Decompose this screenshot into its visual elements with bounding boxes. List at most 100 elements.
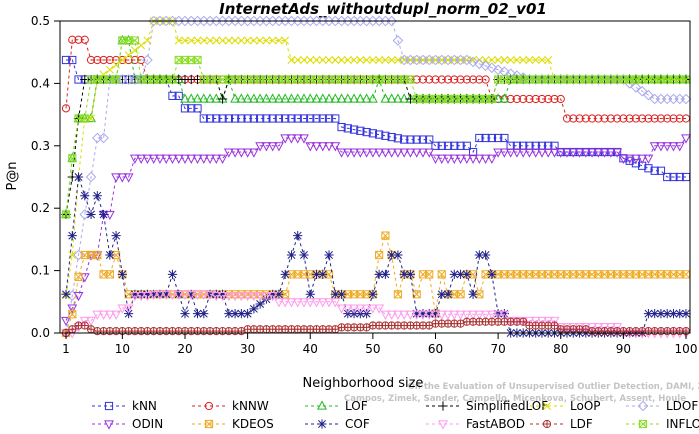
data-point	[656, 142, 666, 152]
x-tick-label: 30	[240, 342, 255, 356]
data-point	[293, 56, 302, 64]
data-point	[393, 290, 403, 299]
legend-label: kNN	[132, 399, 157, 413]
data-point	[148, 154, 159, 164]
data-point	[255, 142, 266, 152]
data-point	[511, 148, 522, 158]
data-point	[669, 172, 678, 182]
data-point	[443, 289, 453, 299]
data-point	[418, 75, 428, 84]
data-point	[268, 289, 278, 299]
series-line	[65, 20, 686, 296]
data-point	[180, 290, 190, 300]
data-point	[243, 114, 252, 123]
data-point	[367, 304, 378, 314]
series-inflo	[61, 36, 691, 219]
data-point	[324, 250, 334, 260]
data-point	[425, 135, 434, 144]
chart-title: InternetAds_withoutdupl_norm_02_v01	[219, 0, 547, 18]
data-point	[643, 89, 654, 101]
data-point	[248, 93, 259, 103]
data-point	[93, 55, 102, 65]
data-point	[499, 309, 509, 319]
legend-item-loop: LoOP	[530, 399, 601, 413]
data-point	[223, 291, 234, 302]
data-point	[330, 93, 341, 103]
legend-item-knnw: kNNW	[192, 399, 269, 413]
data-point	[418, 310, 428, 320]
data-point	[443, 141, 453, 150]
data-point	[230, 309, 240, 319]
data-point	[424, 148, 435, 158]
data-point	[544, 94, 553, 104]
data-point	[350, 56, 359, 64]
data-point	[306, 56, 315, 64]
data-point	[387, 250, 397, 260]
data-point	[375, 130, 384, 139]
data-point	[193, 55, 202, 65]
data-point	[255, 291, 266, 302]
data-point	[186, 154, 197, 164]
data-point	[336, 304, 347, 314]
legend-item-odin: ODIN	[92, 417, 163, 431]
data-point	[267, 142, 278, 152]
data-point	[231, 36, 240, 45]
data-point	[412, 75, 421, 84]
data-point	[375, 56, 384, 64]
data-point	[374, 148, 385, 158]
data-point	[211, 93, 222, 103]
data-point	[79, 209, 91, 220]
legend-label: LoOP	[570, 399, 601, 413]
data-point	[105, 270, 114, 279]
data-point	[386, 93, 397, 103]
data-point	[98, 310, 109, 320]
data-point	[224, 36, 233, 45]
data-point	[480, 250, 491, 260]
data-point	[80, 114, 89, 123]
data-point	[468, 289, 478, 299]
data-point	[168, 91, 177, 100]
data-point	[594, 114, 603, 123]
data-point	[236, 309, 246, 319]
data-point	[217, 291, 228, 302]
legend-label: LDOF	[666, 399, 698, 413]
data-point	[193, 36, 202, 45]
data-point	[99, 55, 108, 65]
data-point	[624, 154, 635, 164]
data-point	[675, 172, 684, 182]
data-point	[636, 85, 648, 97]
data-point	[362, 323, 371, 332]
data-point	[155, 154, 165, 164]
data-point	[493, 93, 504, 103]
watermark-line: Campos, Zimek, Sander, Campello, Micenko…	[344, 394, 686, 404]
data-point	[475, 290, 484, 299]
data-point	[493, 148, 504, 158]
data-point	[468, 310, 479, 320]
data-point	[318, 114, 327, 123]
data-point	[237, 327, 246, 336]
data-point	[98, 209, 109, 220]
legend-label: LDF	[570, 417, 593, 431]
data-point	[211, 289, 221, 299]
data-point	[418, 148, 428, 158]
data-point	[474, 58, 485, 70]
data-point	[248, 291, 259, 302]
data-point	[117, 34, 128, 45]
data-point	[392, 310, 403, 320]
data-point	[380, 310, 391, 320]
legend-swatch-marker	[204, 419, 214, 429]
data-point	[361, 304, 372, 314]
data-point	[538, 56, 546, 64]
data-point	[111, 173, 122, 183]
data-point	[280, 269, 290, 279]
data-point	[342, 304, 353, 314]
data-point	[436, 310, 447, 320]
data-point	[248, 148, 259, 158]
data-point	[386, 15, 397, 27]
data-point	[274, 36, 283, 45]
data-point	[405, 269, 416, 279]
data-point	[124, 55, 133, 65]
data-point	[499, 93, 510, 103]
data-point	[474, 310, 485, 320]
data-point	[443, 310, 453, 320]
